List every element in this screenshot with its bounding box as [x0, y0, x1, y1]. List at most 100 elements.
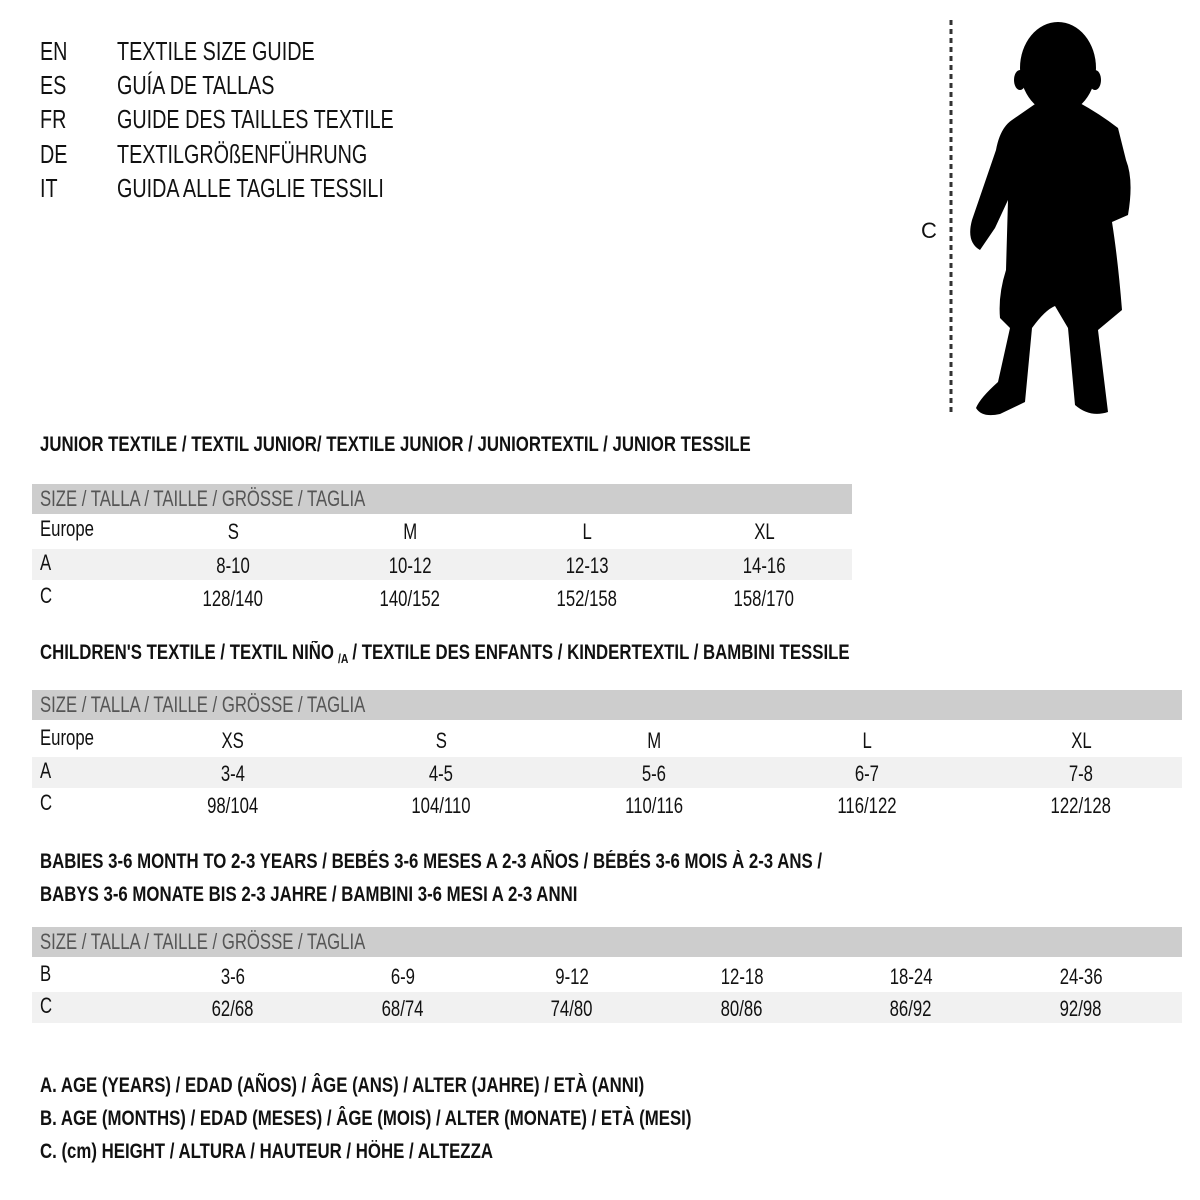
heading-part: CHILDREN'S TEXTILE / TEXTIL NIÑO — [40, 641, 334, 664]
row-label-text: B — [40, 961, 52, 986]
language-code: DE — [40, 139, 76, 169]
child-silhouette-figure: C — [900, 10, 1160, 430]
row-label: Europe — [40, 516, 111, 542]
table-cell-text: 104/110 — [411, 793, 471, 818]
table-heading-text: BABIES 3-6 MONTH TO 2-3 YEARS / BEBÉS 3-… — [40, 850, 823, 873]
table-cell-text: 74/80 — [551, 996, 593, 1021]
table-cell-text: 3-4 — [220, 761, 246, 786]
table-heading: BABIES 3-6 MONTH TO 2-3 YEARS / BEBÉS 3-… — [40, 849, 1018, 875]
heading-part: /A — [337, 651, 349, 666]
table-cell-text: 7-8 — [1068, 761, 1094, 786]
row-label-text: A — [40, 550, 52, 575]
language-code-text: DE — [40, 139, 68, 169]
row-label: B — [40, 961, 55, 987]
table-cell-text: 6-9 — [390, 964, 416, 989]
table-cell: 116/122 — [802, 793, 932, 819]
table-cell-text: 3-6 — [220, 964, 246, 989]
table-cell: 12-18 — [677, 964, 807, 990]
table-cell-text: XL — [1070, 728, 1092, 753]
row-label: C — [40, 583, 56, 609]
table-cell: 92/98 — [1016, 996, 1146, 1022]
size-header: SIZE / TALLA / TAILLE / GRÖSSE / TAGLIA — [40, 929, 468, 955]
row-label: C — [40, 790, 56, 816]
child-silhouette-icon — [949, 20, 1131, 416]
table-cell: 18-24 — [846, 964, 976, 990]
table-heading: JUNIOR TEXTILE / TEXTIL JUNIOR/ TEXTILE … — [40, 432, 928, 458]
legend-item: A. AGE (YEARS) / EDAD (AÑOS) / ÂGE (ANS)… — [40, 1073, 795, 1099]
table-cell: 24-36 — [1016, 964, 1146, 990]
table-cell-text: 122/128 — [1050, 793, 1112, 818]
table-cell: 86/92 — [846, 996, 976, 1022]
language-code-text: EN — [40, 36, 68, 66]
table-cell: 104/110 — [376, 793, 506, 819]
table-cell-text: 14-16 — [742, 553, 786, 578]
table-cell: 5-6 — [589, 761, 719, 787]
table-cell: 62/68 — [168, 996, 298, 1022]
table-cell-text: M — [403, 519, 417, 544]
table-cell-text: 98/104 — [207, 793, 259, 818]
table-cell-text: XS — [221, 728, 245, 753]
table-cell: 4-5 — [376, 761, 506, 787]
table-cell: 158/170 — [699, 586, 829, 612]
table-cell: 6-9 — [338, 964, 468, 990]
table-cell: S — [376, 728, 506, 754]
table-cell-text: 92/98 — [1060, 996, 1102, 1021]
table-cell: 152/158 — [522, 586, 652, 612]
table-cell: 110/116 — [589, 793, 719, 819]
table-cell: 14-16 — [699, 553, 829, 579]
table-cell-text: L — [582, 519, 592, 544]
size-header: SIZE / TALLA / TAILLE / GRÖSSE / TAGLIA — [40, 692, 468, 718]
table-cell: 128/140 — [168, 586, 298, 612]
row-stripe — [32, 757, 1182, 788]
language-title: TEXTILE SIZE GUIDE — [117, 36, 377, 66]
table-cell-text: 62/68 — [212, 996, 254, 1021]
row-stripe — [32, 549, 852, 580]
table-cell: 80/86 — [677, 996, 807, 1022]
language-title: TEXTILGRÖßENFÜHRUNG — [117, 139, 446, 169]
language-code: IT — [40, 173, 63, 203]
language-code: FR — [40, 104, 75, 134]
row-label-text: C — [40, 583, 53, 608]
table-cell: 10-12 — [345, 553, 475, 579]
table-cell-text: S — [227, 519, 239, 544]
table-cell: L — [522, 519, 652, 545]
size-header-text: SIZE / TALLA / TAILLE / GRÖSSE / TAGLIA — [40, 486, 366, 511]
row-label: A — [40, 550, 55, 576]
legend-item-text: B. AGE (MONTHS) / EDAD (MESES) / ÂGE (MO… — [40, 1107, 692, 1130]
table-cell: M — [345, 519, 475, 545]
size-header-bar: SIZE / TALLA / TAILLE / GRÖSSE / TAGLIA — [32, 484, 852, 514]
language-code: ES — [40, 70, 75, 100]
row-label-text: C — [40, 790, 53, 815]
size-header-bar: SIZE / TALLA / TAILLE / GRÖSSE / TAGLIA — [32, 690, 1182, 720]
table-cell: 140/152 — [345, 586, 475, 612]
language-title-text: TEXTILGRÖßENFÜHRUNG — [117, 139, 368, 169]
table-cell-text: 140/152 — [379, 586, 441, 611]
language-title-text: TEXTILE SIZE GUIDE — [117, 36, 315, 66]
language-code-text: ES — [40, 70, 67, 100]
table-cell: S — [168, 519, 298, 545]
table-cell-text: 6-7 — [854, 761, 880, 786]
table-cell: 6-7 — [802, 761, 932, 787]
size-header: SIZE / TALLA / TAILLE / GRÖSSE / TAGLIA — [40, 486, 468, 512]
table-cell-text: 158/170 — [733, 586, 795, 611]
language-title-text: GUÍA DE TALLAS — [117, 70, 275, 100]
table-cell-text: 86/92 — [890, 996, 932, 1021]
table-cell-text: 18-24 — [889, 964, 933, 989]
legend-item: C. (cm) HEIGHT / ALTURA / HAUTEUR / HÖHE… — [40, 1139, 606, 1165]
table-cell: 8-10 — [168, 553, 298, 579]
table-cell-text: 24-36 — [1059, 964, 1103, 989]
row-label: C — [40, 993, 56, 1019]
table-heading: CHILDREN'S TEXTILE / TEXTIL NIÑO/A / TEX… — [40, 640, 1052, 666]
table-cell: M — [589, 728, 719, 754]
language-title: GUÍA DE TALLAS — [117, 70, 324, 100]
table-cell: 68/74 — [338, 996, 468, 1022]
size-header-text: SIZE / TALLA / TAILLE / GRÖSSE / TAGLIA — [40, 929, 366, 954]
row-label-text: C — [40, 993, 53, 1018]
table-cell: XL — [699, 519, 829, 545]
table-cell-text: 4-5 — [428, 761, 454, 786]
size-header-text: SIZE / TALLA / TAILLE / GRÖSSE / TAGLIA — [40, 692, 366, 717]
table-cell: 74/80 — [507, 996, 637, 1022]
table-cell-text: M — [647, 728, 661, 753]
table-cell-text: XL — [753, 519, 775, 544]
table-cell-text: 110/116 — [625, 793, 683, 818]
